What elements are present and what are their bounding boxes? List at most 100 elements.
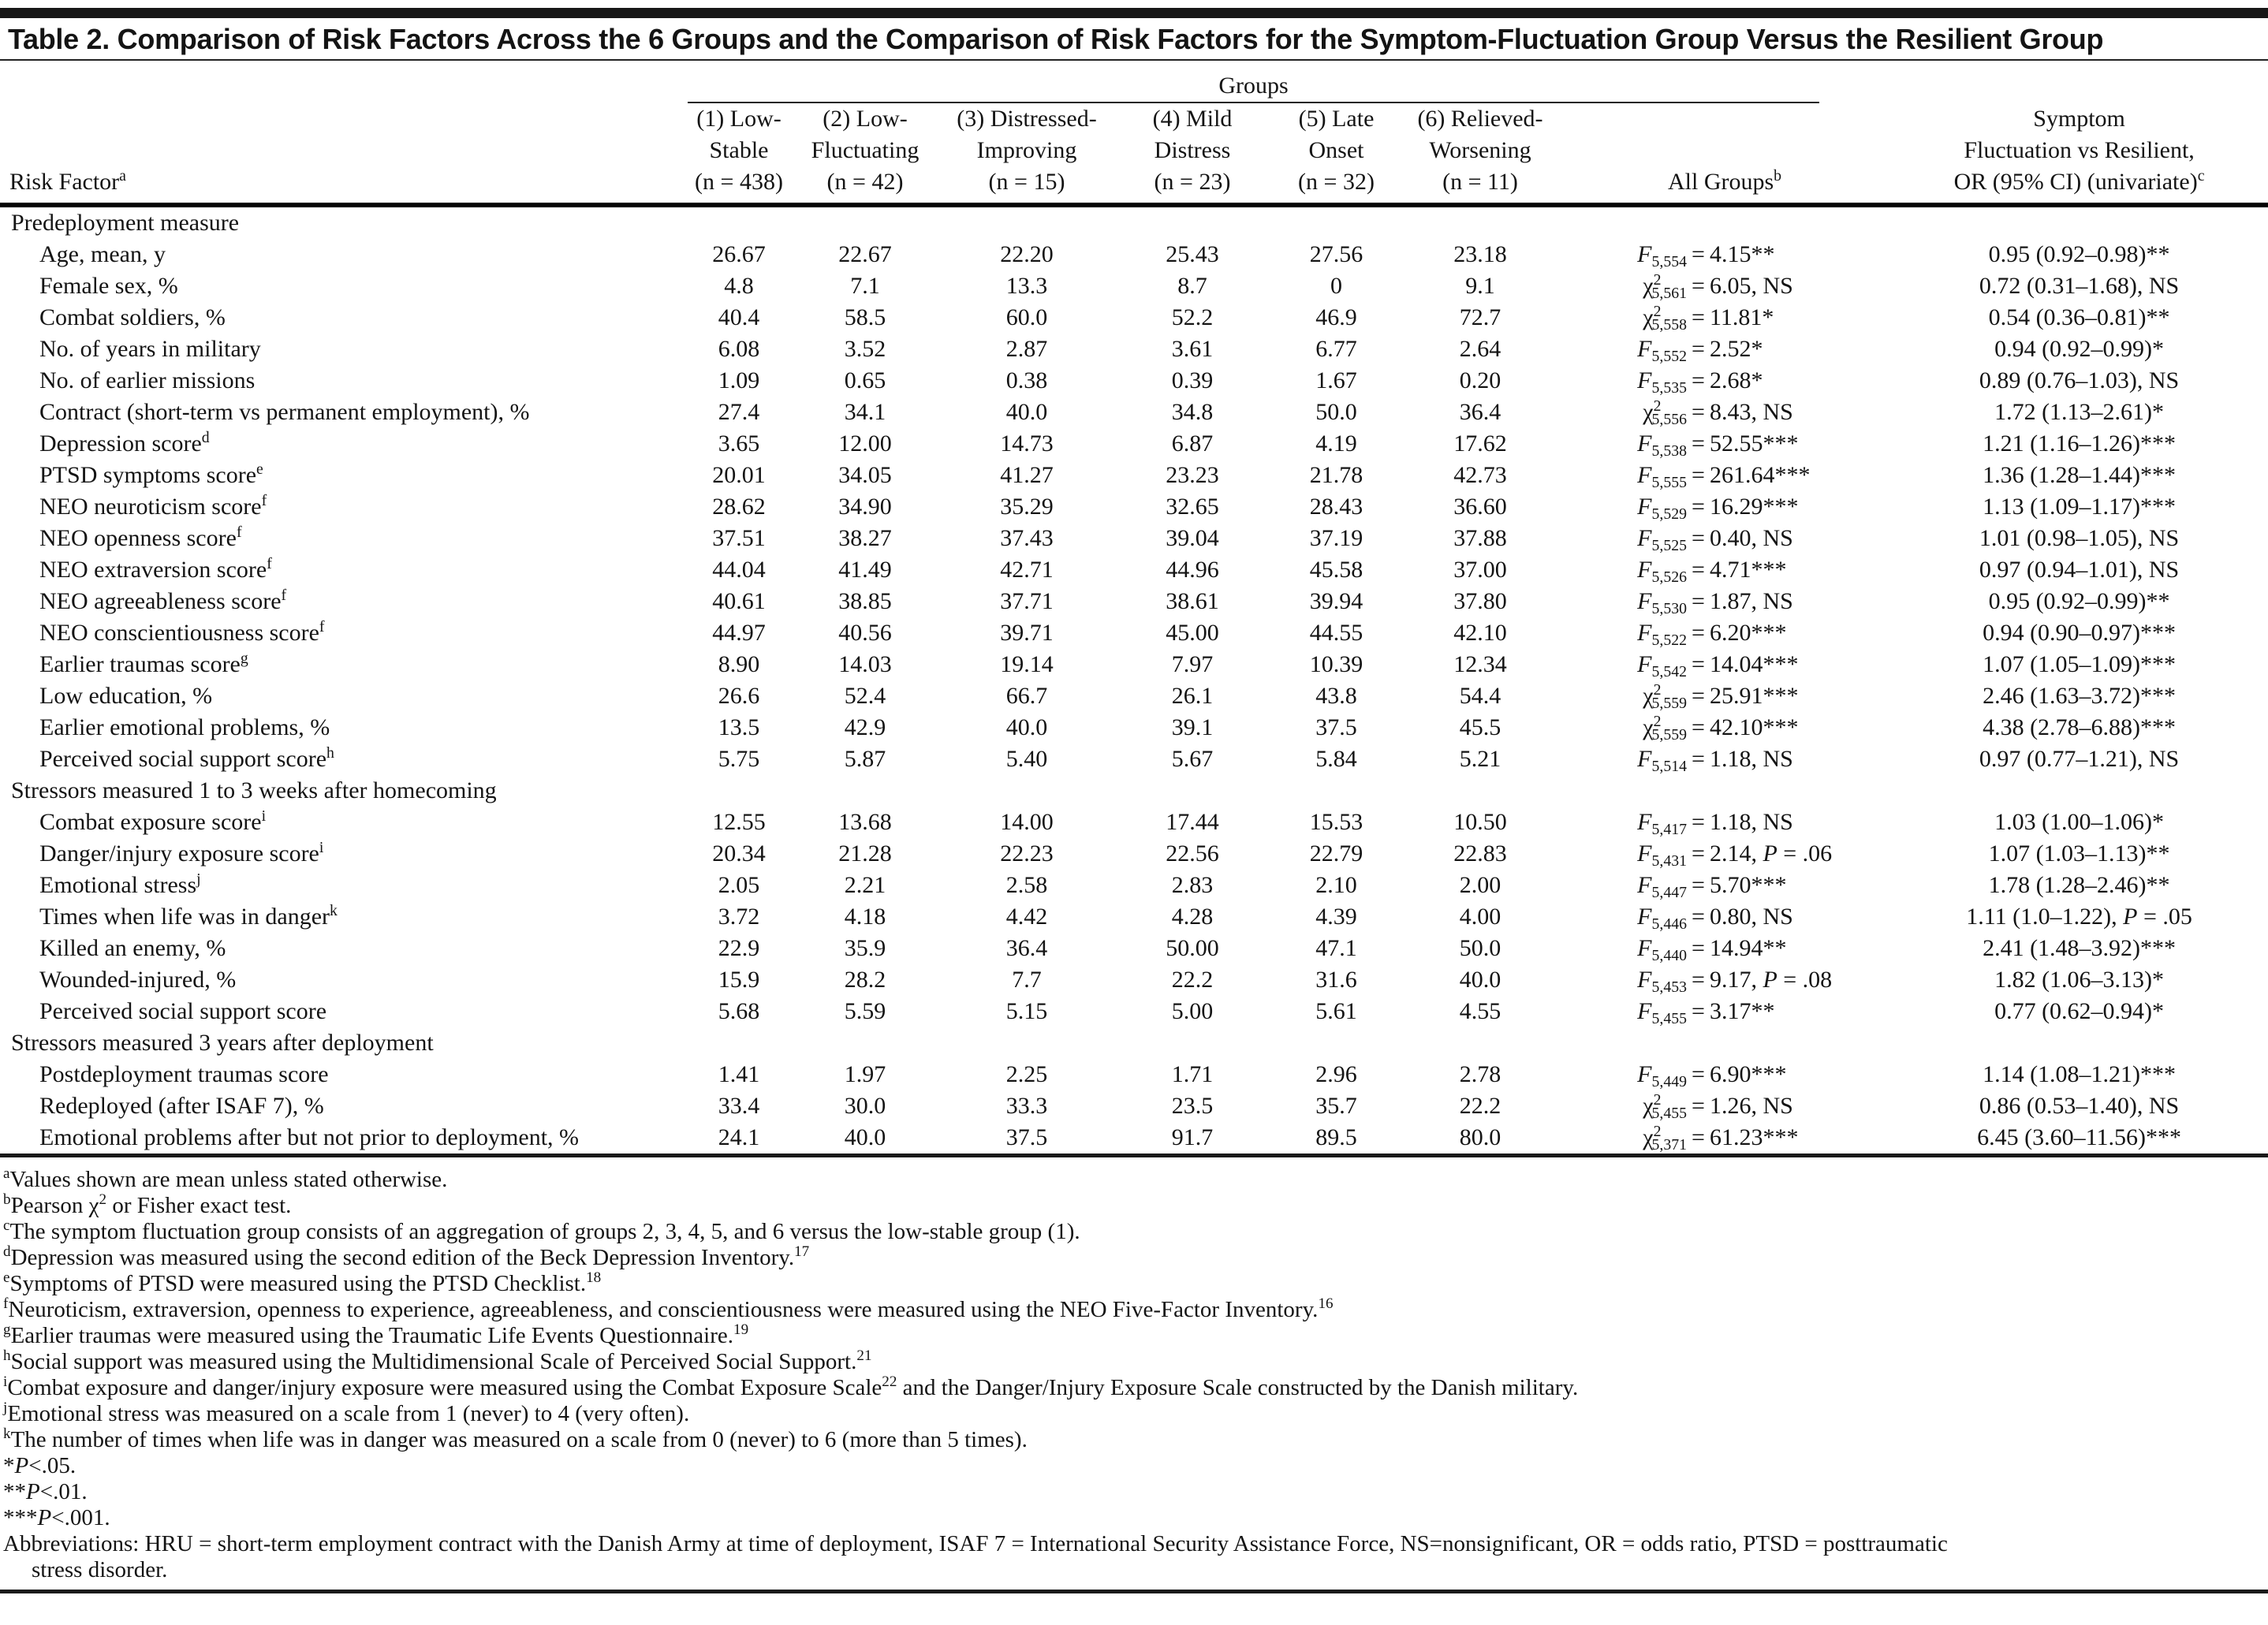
stat-df: 5,530 [1651,599,1687,617]
value-cell: 46.9 [1315,304,1357,330]
table-row: NEO conscientiousness scoref 44.97 40.56 39… [0,617,2268,649]
value-cell: 39.94 [1309,588,1363,614]
column-header-line: (1) Low- [696,106,781,132]
stat-f-symbol: F [1637,809,1652,835]
value-cell: 0.38 [1005,367,1048,393]
stat-f-symbol: F [1637,746,1652,772]
value-cell: 50.0 [1315,399,1357,425]
risk-factor-label: Earlier emotional problems, % [39,714,330,740]
value-cell: 9.1 [1465,273,1495,299]
table-row: No. of years in military 6.08 3.52 2.87 3.61… [0,334,2268,365]
footnote-letter: d [3,1243,11,1261]
value-cell: 38.27 [838,525,892,551]
table-row: Low education, % 26.6 52.4 66.7 26.1 43.8 54.4… [0,680,2268,712]
risk-factor-label: Perceived social support score [39,746,327,772]
footnote-text: Emotional stress was measured on a scale… [7,1401,690,1426]
column-header-line: (3) Distressed- [957,106,1097,132]
stat-f-symbol: F [1637,430,1652,457]
footnote: kThe number of times when life was in da… [3,1426,2262,1453]
odds-ratio-cell: 0.95 (0.92–0.99)** [1988,588,2170,614]
footnote-letter: k [3,1426,11,1443]
value-cell: 3.61 [1171,336,1214,362]
value-cell: 17.62 [1453,430,1507,457]
footnote-text: The number of times when life was in dan… [10,1427,1028,1452]
footnote: **P<.01. [3,1479,2262,1505]
stat-symbol: χ25,559 [1643,681,1687,712]
value-cell: 45.58 [1309,557,1363,583]
column-header-odds-ratio: Symptom Fluctuation vs Resilient, OR (95… [1890,103,2268,207]
value-cell: 5.68 [718,998,760,1024]
stat-df: 5,371 [1651,1135,1687,1154]
footnote-letter: j [3,1400,8,1417]
value-cell: 32.65 [1166,494,1219,520]
odds-ratio-cell: 1.36 (1.28–1.44)*** [1983,462,2177,488]
value-cell: 36.60 [1453,494,1507,520]
footnote: jEmotional stress was measured on a scal… [3,1400,2262,1427]
value-cell: 13.3 [1005,273,1048,299]
column-header-line: (n = 42) [826,169,904,195]
value-cell: 4.28 [1171,904,1214,930]
value-cell: 3.72 [718,904,760,930]
value-cell: 2.78 [1459,1061,1501,1087]
stat-symbol: F5,530 [1610,586,1687,617]
stat-symbol: F5,535 [1610,365,1687,397]
value-cell: 54.4 [1459,683,1501,709]
stat-cell: F5,554 = 4.15** [1559,239,1890,270]
value-cell: 37.88 [1453,525,1507,551]
footnote-marker: i [261,807,267,826]
risk-factor-cell: NEO extraversion scoref [0,554,688,586]
footnote-text: Values shown are mean unless stated othe… [9,1167,448,1192]
value-cell: 38.61 [1166,588,1219,614]
odds-ratio-cell: 1.11 (1.0–1.22), P = .05 [1966,904,2192,930]
value-cell: 14.73 [1000,430,1054,457]
value-cell: 45.00 [1166,620,1219,646]
stat-df: 5,526 [1651,568,1687,586]
footnote: ***P<.001. [3,1505,2262,1531]
stat-value: 5.70*** [1709,872,1787,898]
value-cell: 22.56 [1166,840,1219,867]
value-cell: 4.42 [1005,904,1048,930]
footnote-text: Earlier traumas were measured using the … [10,1321,749,1348]
value-cell: 3.52 [844,336,886,362]
value-cell: 12.55 [712,809,766,835]
stat-f-symbol: F [1637,588,1652,614]
value-cell: 5.67 [1171,746,1214,772]
value-cell: 36.4 [1005,935,1048,961]
stat-df: 5,525 [1651,536,1687,554]
stat-f-symbol: F [1637,998,1652,1024]
stat-df: 5,559 [1651,694,1687,712]
chi-exponent: 2 [1653,713,1662,731]
footnote-marker: g [240,650,248,668]
column-header-group-1: (1) Low- Stable (n = 438) [688,103,790,207]
value-cell: 4.8 [724,273,754,299]
value-cell: 37.80 [1453,588,1507,614]
risk-factor-cell: Combat exposure scorei [0,807,688,838]
chi-exponent: 2 [1653,1123,1662,1141]
footnote-marker: b [1774,167,1782,185]
stat-value: 42.10*** [1709,714,1799,740]
risk-factor-label: Times when life was in danger [39,904,330,930]
spanner-spacer [0,61,688,103]
value-cell: 40.4 [718,304,760,330]
value-cell: 41.27 [1000,462,1054,488]
stat-symbol: F5,554 [1610,239,1687,270]
footnote-marker: e [256,460,263,479]
column-header-line: (2) Low- [823,106,908,132]
stat-symbol: F5,542 [1610,649,1687,680]
risk-factor-cell: Wounded-injured, % [0,964,688,996]
groups-spanner-row: Groups [0,61,2268,103]
table-row: Depression scored 3.65 12.00 14.73 6.87 4.19 1… [0,428,2268,460]
column-header-line: Fluctuation vs Resilient, [1964,137,2195,163]
risk-factor-cell: No. of years in military [0,334,688,365]
footnote-letter: f [3,1295,9,1313]
value-cell: 50.00 [1166,935,1219,961]
value-cell: 34.1 [844,399,886,425]
column-header-line: Fluctuating [811,137,920,163]
value-cell: 4.18 [844,904,886,930]
stat-df: 5,535 [1651,378,1687,397]
groups-spanner-cell: Groups [688,61,1890,103]
value-cell: 40.61 [712,588,766,614]
stat-cell: χ25,559 = 42.10*** [1559,712,1890,744]
stat-symbol: χ25,556 [1643,397,1687,428]
footnote: gEarlier traumas were measured using the… [3,1321,2262,1349]
